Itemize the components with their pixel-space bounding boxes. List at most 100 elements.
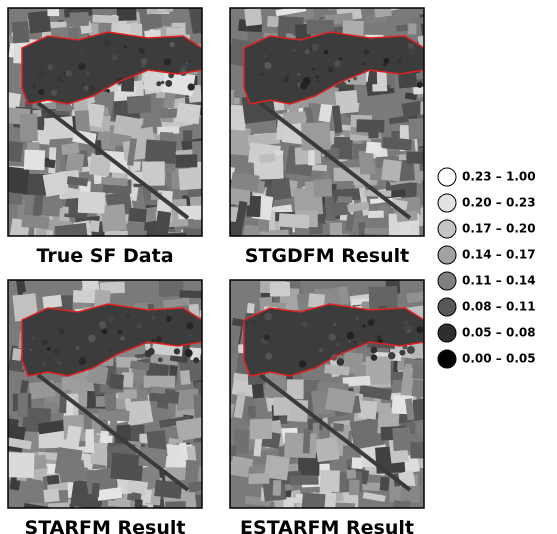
forest-texture: [403, 320, 408, 325]
forest-texture: [37, 70, 44, 77]
field-patch: [110, 453, 144, 482]
forest-texture: [124, 45, 127, 48]
field-patch: [205, 307, 226, 328]
forest-texture: [47, 347, 51, 351]
legend-label: 0.23 – 1.00: [462, 170, 536, 184]
field-patch: [303, 429, 311, 453]
forest-texture: [329, 334, 336, 341]
forest-texture: [61, 75, 67, 81]
field-patch: [47, 9, 59, 16]
forest-texture: [161, 81, 164, 84]
panel-title: ESTARFM Result: [240, 517, 414, 534]
forest-texture: [300, 82, 308, 90]
field-patch: [35, 229, 46, 241]
forest-texture: [86, 74, 89, 77]
field-patch: [337, 196, 352, 203]
forest-texture: [356, 53, 359, 56]
panel-title: STARFM Result: [25, 517, 186, 534]
legend-swatch: [438, 350, 456, 368]
forest-texture: [108, 316, 114, 322]
forest-texture: [127, 314, 130, 317]
forest-texture: [54, 318, 59, 323]
field-patch: [248, 473, 269, 484]
field-patch: [374, 265, 385, 278]
field-patch: [142, 161, 165, 185]
forest-texture: [339, 57, 342, 60]
forest-texture: [65, 70, 72, 77]
field-patch: [20, 114, 38, 142]
forest-texture: [407, 330, 410, 333]
forest-texture: [137, 324, 141, 328]
legend-label: 0.00 – 0.05: [462, 352, 536, 366]
forest-texture: [117, 329, 122, 334]
legend-swatch: [438, 168, 456, 186]
forest-texture: [38, 89, 44, 95]
field-patch: [222, 150, 229, 169]
forest-texture: [319, 347, 324, 352]
field-patch: [330, 223, 343, 241]
field-patch: [373, 0, 392, 18]
panel-title: True SF Data: [36, 245, 173, 267]
field-patch: [419, 12, 443, 38]
legend-label: 0.05 – 0.08: [462, 326, 536, 340]
forest-texture: [193, 357, 199, 363]
forest-texture: [337, 343, 340, 346]
field-patch: [144, 376, 176, 388]
field-patch: [12, 348, 22, 361]
field-patch: [352, 457, 363, 469]
field-patch: [301, 492, 325, 512]
figure: True SF DataSTGDFM ResultSTARFM ResultES…: [0, 0, 557, 534]
field-patch: [284, 433, 316, 459]
forest-texture: [156, 336, 162, 342]
forest-texture: [311, 67, 315, 71]
field-patch: [366, 141, 381, 154]
forest-texture: [78, 63, 85, 70]
field-patch: [117, 3, 137, 21]
field-patch: [43, 489, 59, 503]
forest-texture: [89, 86, 96, 93]
field-patch: [244, 7, 262, 26]
forest-texture: [383, 63, 387, 67]
forest-texture: [151, 316, 155, 320]
forest-texture: [41, 362, 46, 367]
field-patch: [85, 429, 94, 453]
field-patch: [202, 170, 211, 198]
field-patch: [330, 202, 350, 216]
forest-texture: [388, 352, 395, 359]
forest-texture: [333, 323, 336, 326]
field-patch: [55, 447, 83, 477]
forest-texture: [189, 60, 192, 63]
forest-texture: [389, 89, 392, 92]
legend-label: 0.17 – 0.20: [462, 222, 536, 236]
field-patch: [368, 211, 384, 219]
forest-texture: [387, 84, 391, 88]
satellite-image: [0, 0, 242, 264]
forest-texture: [324, 50, 328, 54]
legend-swatch: [438, 246, 456, 264]
field-patch: [200, 310, 210, 317]
forest-texture: [156, 81, 161, 86]
forest-texture: [102, 329, 107, 334]
field-patch: [24, 150, 45, 171]
field-patch: [81, 274, 99, 291]
field-patch: [12, 21, 29, 43]
forest-texture: [407, 346, 415, 354]
forest-texture: [260, 73, 264, 77]
field-patch: [230, 446, 236, 456]
forest-texture: [32, 337, 36, 341]
forest-texture: [45, 356, 53, 364]
forest-texture: [47, 64, 53, 70]
forest-texture: [334, 60, 341, 67]
forest-texture: [186, 336, 192, 342]
forest-texture: [370, 347, 377, 354]
field-patch: [21, 215, 49, 230]
forest-texture: [112, 55, 118, 61]
forest-texture: [354, 341, 356, 343]
forest-texture: [58, 361, 62, 365]
legend-label: 0.11 – 0.14: [462, 274, 536, 288]
forest-texture: [120, 336, 124, 340]
forest-texture: [348, 80, 350, 82]
field-patch: [47, 475, 60, 485]
forest-texture: [86, 71, 89, 74]
field-patch: [202, 193, 216, 214]
